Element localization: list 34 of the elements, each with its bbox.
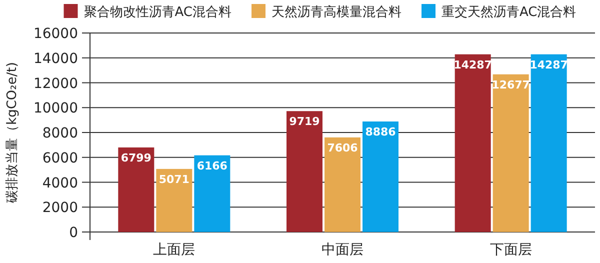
bar xyxy=(194,155,230,232)
y-tick-label: 0 xyxy=(69,225,78,241)
bar xyxy=(362,121,398,232)
bar xyxy=(286,111,322,232)
data-label: 6799 xyxy=(120,151,152,164)
legend-label: 聚合物改性沥青AC混合料 xyxy=(84,5,232,20)
data-label: 5071 xyxy=(158,172,190,186)
y-tick-label: 8000 xyxy=(42,126,78,142)
y-tick-label: 6000 xyxy=(42,150,78,166)
data-label: 8886 xyxy=(365,125,396,138)
data-label: 12677 xyxy=(492,78,530,92)
bar xyxy=(530,54,567,232)
data-label: 14287 xyxy=(530,58,568,72)
data-label: 6166 xyxy=(196,159,228,172)
y-tick-label: 2000 xyxy=(42,200,78,216)
bar xyxy=(492,74,529,232)
y-axis-title: 碳排放当量（kgCO₂e/t) xyxy=(5,62,20,204)
y-tick-label: 12000 xyxy=(33,76,78,92)
bar xyxy=(454,54,491,232)
legend-label: 重交天然沥青AC混合料 xyxy=(442,4,576,20)
legend-label: 天然沥青高模量混合料 xyxy=(272,4,402,20)
x-tick-label: 下面层 xyxy=(490,242,532,258)
y-tick-label: 14000 xyxy=(33,50,78,67)
y-tick-label: 4000 xyxy=(42,175,78,192)
bar xyxy=(324,137,360,232)
data-label: 9719 xyxy=(289,115,320,128)
x-tick-label: 中面层 xyxy=(322,242,364,258)
bar xyxy=(156,168,192,232)
y-tick-label: 10000 xyxy=(33,100,78,117)
x-tick-label: 上面层 xyxy=(153,242,196,258)
bar xyxy=(118,147,154,232)
y-tick-label: 16000 xyxy=(33,26,78,42)
data-label: 7606 xyxy=(327,141,358,154)
data-label: 14287 xyxy=(454,58,492,72)
